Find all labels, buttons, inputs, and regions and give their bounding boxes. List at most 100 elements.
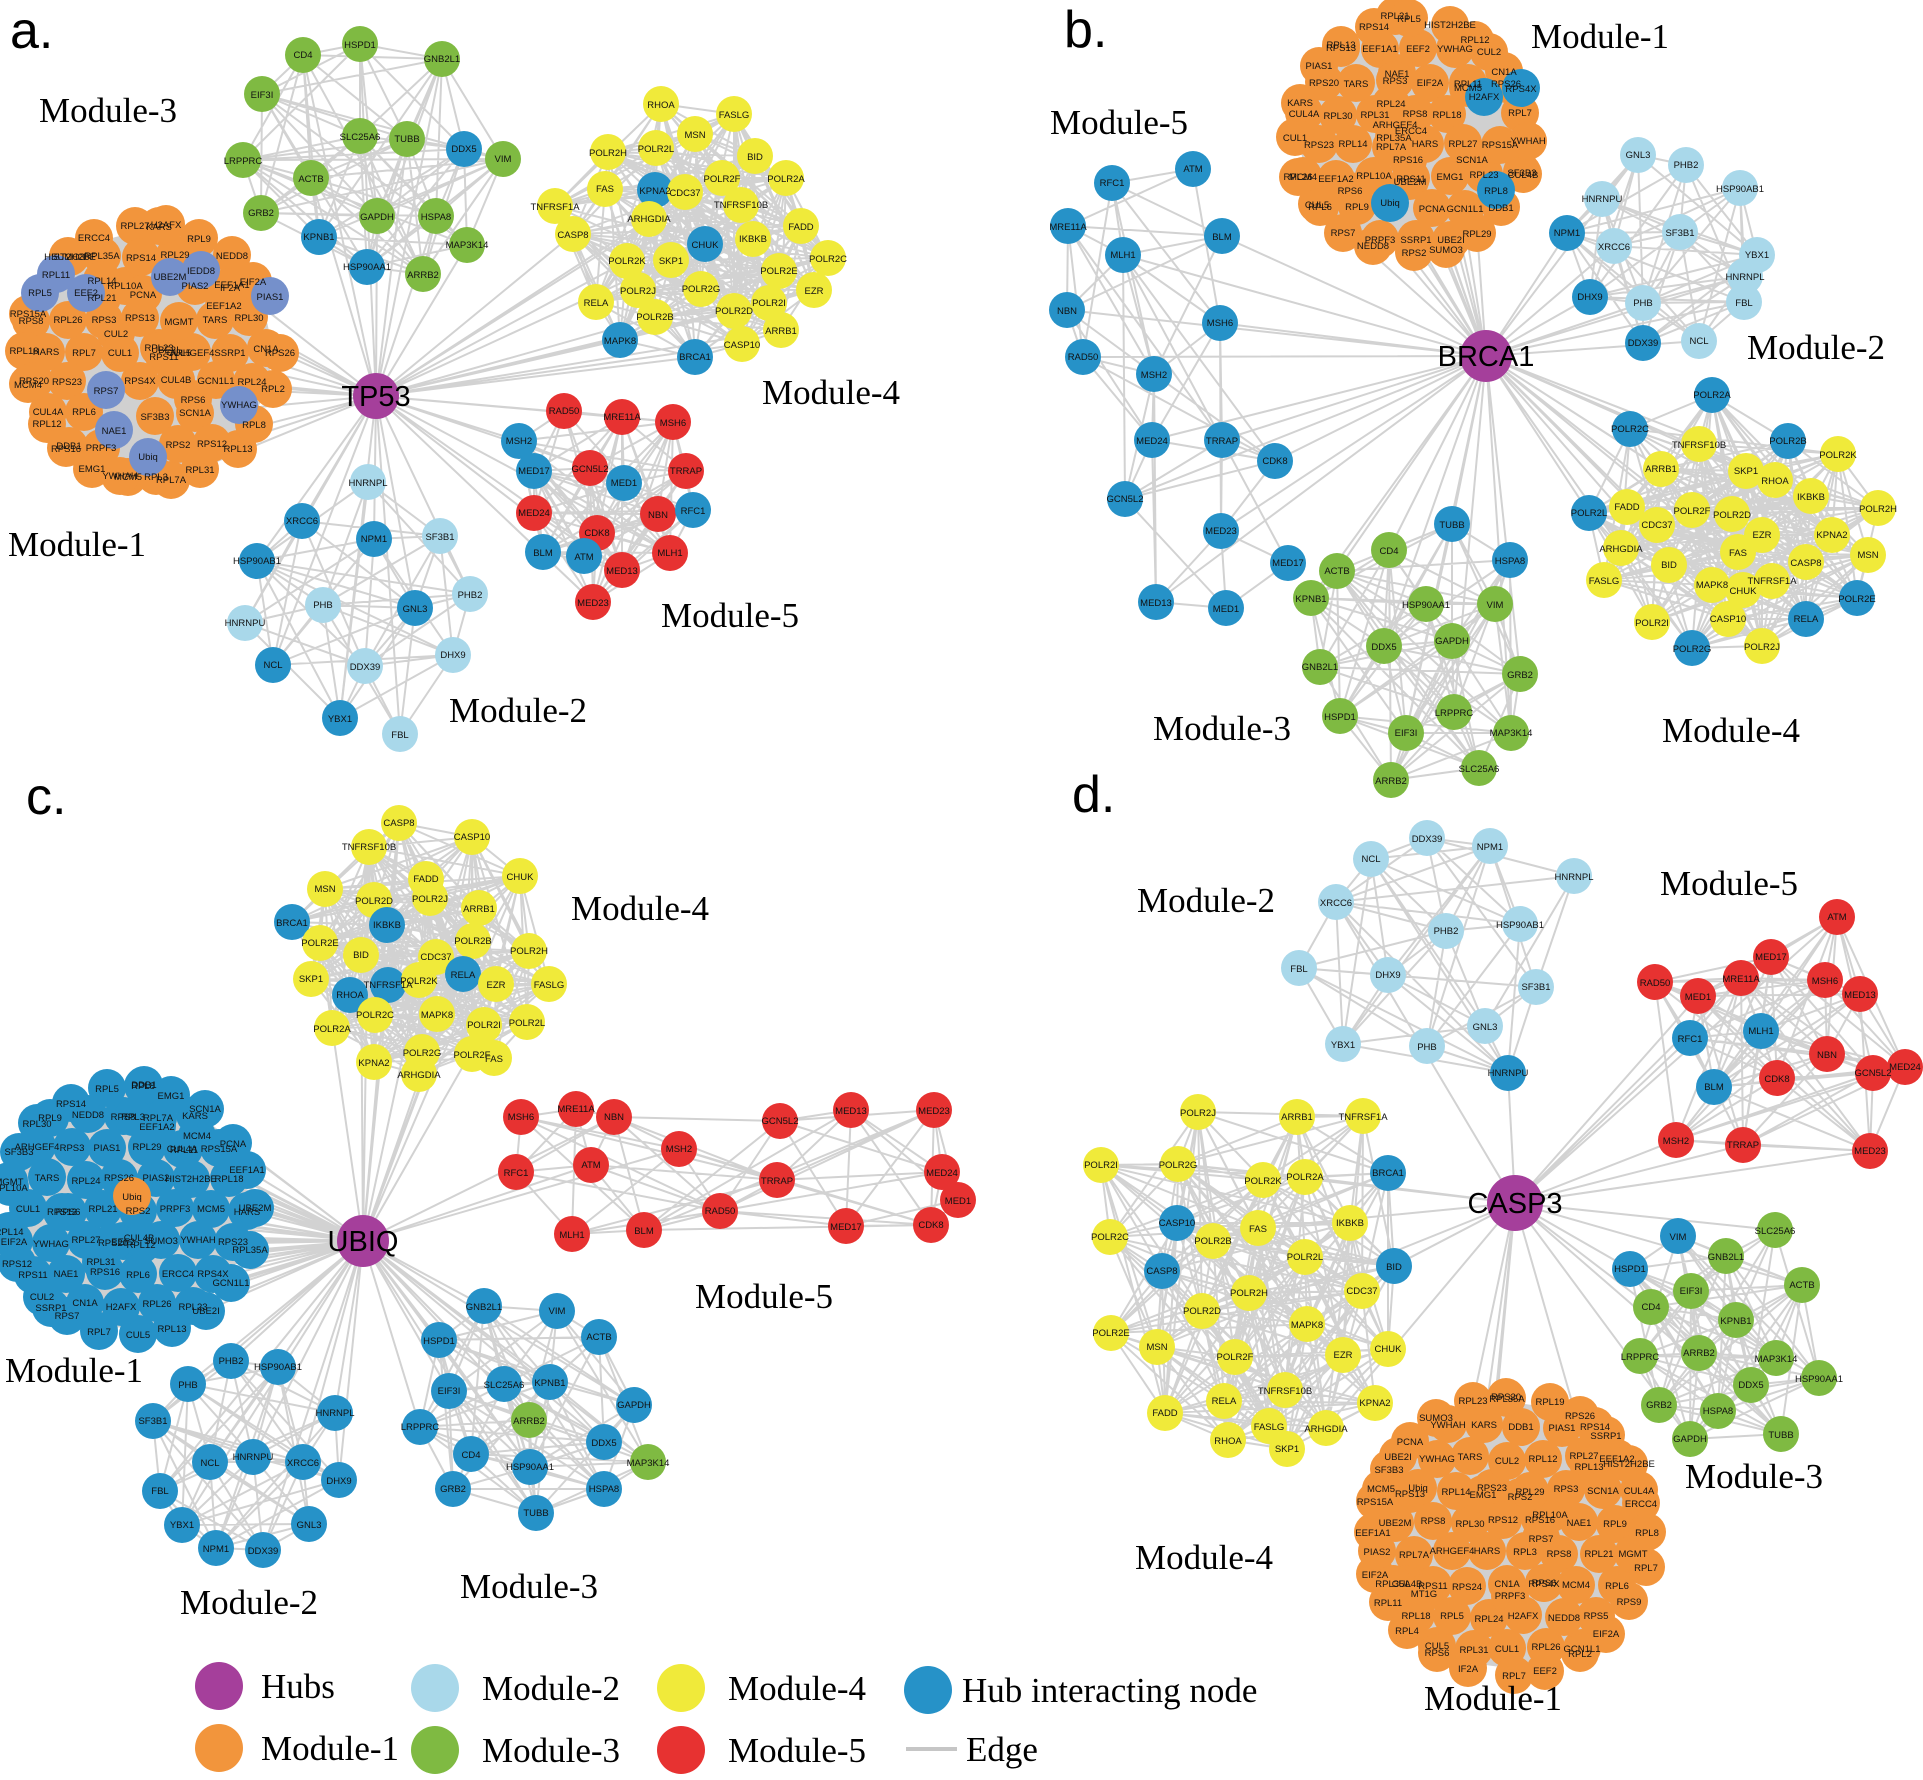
svg-text:IF2A: IF2A [220, 283, 241, 294]
svg-text:EIF2A: EIF2A [1417, 78, 1444, 89]
svg-text:UBE2M: UBE2M [1394, 177, 1427, 188]
svg-text:RPL11: RPL11 [170, 1145, 198, 1156]
svg-text:ARRB2: ARRB2 [513, 1416, 545, 1427]
svg-text:RPS8: RPS8 [1421, 1516, 1446, 1527]
svg-text:EEF1A1: EEF1A1 [229, 1165, 264, 1176]
svg-text:RPL26: RPL26 [53, 315, 82, 326]
svg-text:EMG1: EMG1 [79, 464, 106, 475]
svg-text:HNRNPU: HNRNPU [1582, 194, 1623, 205]
svg-text:SKP1: SKP1 [299, 974, 323, 985]
svg-text:HSPA8: HSPA8 [1703, 1406, 1733, 1417]
svg-text:ARRB1: ARRB1 [765, 326, 797, 337]
svg-text:RPS6: RPS6 [1425, 1648, 1450, 1659]
svg-text:CUL1: CUL1 [1495, 1644, 1519, 1655]
svg-text:MED13: MED13 [1844, 990, 1876, 1001]
svg-text:SLC25A6: SLC25A6 [1755, 1226, 1796, 1237]
svg-text:FBL: FBL [391, 730, 408, 741]
svg-text:RPS6: RPS6 [56, 1207, 81, 1218]
svg-text:RPL2: RPL2 [1568, 1649, 1592, 1660]
svg-text:EEF1A2: EEF1A2 [1318, 174, 1353, 185]
svg-text:EIF2A: EIF2A [1362, 1570, 1389, 1581]
svg-text:EEF1A1: EEF1A1 [1355, 1528, 1390, 1539]
svg-text:RPS26: RPS26 [265, 348, 295, 359]
svg-text:POLR2K: POLR2K [1244, 1176, 1282, 1187]
svg-text:CDK8: CDK8 [1764, 1074, 1789, 1085]
svg-text:RPL24: RPL24 [237, 377, 266, 388]
svg-text:a.: a. [10, 2, 53, 60]
svg-text:ARHGDIA: ARHGDIA [627, 214, 671, 225]
svg-text:PIAS1: PIAS1 [257, 292, 284, 303]
svg-text:Module-2: Module-2 [1747, 328, 1885, 367]
svg-text:POLR2E: POLR2E [301, 938, 339, 949]
svg-text:POLR2A: POLR2A [313, 1024, 351, 1035]
svg-text:Module-3: Module-3 [482, 1731, 620, 1770]
svg-text:POLR2C: POLR2C [1091, 1232, 1129, 1243]
svg-text:POLR2A: POLR2A [1286, 1172, 1324, 1183]
svg-text:RPS15A: RPS15A [201, 1144, 238, 1155]
svg-text:RPL26: RPL26 [1283, 172, 1312, 183]
svg-text:HSP90AA1: HSP90AA1 [1795, 1374, 1843, 1385]
svg-text:RPL9: RPL9 [38, 1113, 62, 1124]
svg-text:c.: c. [26, 768, 66, 826]
svg-text:CUL5: CUL5 [1425, 1641, 1449, 1652]
svg-text:RPL6: RPL6 [72, 407, 96, 418]
svg-text:NEDD8: NEDD8 [216, 251, 248, 262]
svg-text:HSPA8: HSPA8 [1495, 556, 1525, 567]
svg-text:ARRB1: ARRB1 [1281, 1112, 1313, 1123]
svg-text:EMG1: EMG1 [1437, 172, 1464, 183]
svg-text:HSP90AA1: HSP90AA1 [1402, 600, 1450, 611]
svg-text:LRPPRC: LRPPRC [401, 1422, 440, 1433]
svg-text:CN1A: CN1A [72, 1298, 98, 1309]
svg-text:DDX5: DDX5 [1738, 1380, 1763, 1391]
svg-text:RPL12: RPL12 [126, 1240, 155, 1251]
svg-text:PIAS2: PIAS2 [143, 1173, 170, 1184]
svg-text:RPL23: RPL23 [144, 343, 173, 354]
svg-text:H2AFX: H2AFX [1508, 1611, 1539, 1622]
svg-text:CUL5: CUL5 [1305, 200, 1329, 211]
svg-text:ARHGDIA: ARHGDIA [397, 1070, 441, 1081]
svg-text:ARRB2: ARRB2 [1683, 1348, 1715, 1359]
svg-text:GRB2: GRB2 [1507, 670, 1533, 681]
svg-text:TP53: TP53 [341, 381, 410, 413]
svg-text:POLR2B: POLR2B [454, 936, 492, 947]
svg-text:MCM4: MCM4 [1562, 1580, 1590, 1591]
svg-text:RPL8: RPL8 [242, 420, 266, 431]
svg-text:RPL10A: RPL10A [0, 1183, 28, 1194]
svg-text:KPNA2: KPNA2 [358, 1058, 389, 1069]
svg-text:RPS20: RPS20 [19, 376, 49, 387]
svg-text:MAPK8: MAPK8 [421, 1010, 453, 1021]
svg-text:BRCA1: BRCA1 [1372, 1168, 1404, 1179]
svg-text:CUL1: CUL1 [108, 348, 132, 359]
svg-text:CASP8: CASP8 [1146, 1266, 1177, 1277]
svg-text:RPL12: RPL12 [1528, 1454, 1557, 1465]
svg-text:MED24: MED24 [518, 508, 550, 519]
svg-text:CD4: CD4 [293, 50, 312, 61]
svg-text:RPS3: RPS3 [1554, 1484, 1579, 1495]
svg-text:XRCC6: XRCC6 [1598, 242, 1630, 253]
svg-text:MSN: MSN [684, 130, 705, 141]
svg-text:POLR2F: POLR2F [1217, 1352, 1254, 1363]
svg-text:Module-3: Module-3 [460, 1567, 598, 1606]
svg-text:RPL5: RPL5 [1440, 1611, 1464, 1622]
svg-text:RPL14: RPL14 [1441, 1487, 1470, 1498]
svg-text:CASP10: CASP10 [1710, 614, 1746, 625]
svg-text:EEF1A1: EEF1A1 [1362, 44, 1397, 55]
svg-text:RPS13: RPS13 [1395, 1489, 1425, 1500]
svg-text:DDX5: DDX5 [451, 144, 476, 155]
svg-text:XRCC6: XRCC6 [286, 516, 318, 527]
svg-text:RPS26: RPS26 [1565, 1411, 1595, 1422]
svg-text:NCL: NCL [263, 660, 282, 671]
svg-text:POLR2E: POLR2E [1092, 1328, 1130, 1339]
svg-text:RPL19: RPL19 [1535, 1397, 1564, 1408]
svg-text:HARS: HARS [1474, 1546, 1500, 1557]
svg-text:BID: BID [747, 152, 763, 163]
svg-text:MED1: MED1 [1685, 992, 1711, 1003]
svg-text:RPL7A: RPL7A [1376, 142, 1407, 153]
svg-text:TUBB: TUBB [394, 134, 419, 145]
svg-text:RPL13: RPL13 [157, 1324, 186, 1335]
svg-text:H2AFX: H2AFX [1469, 92, 1500, 103]
svg-text:MSH2: MSH2 [1141, 370, 1167, 381]
svg-text:MED23: MED23 [577, 598, 609, 609]
svg-text:PCNA: PCNA [1419, 204, 1446, 215]
svg-text:Module-1: Module-1 [261, 1729, 399, 1768]
